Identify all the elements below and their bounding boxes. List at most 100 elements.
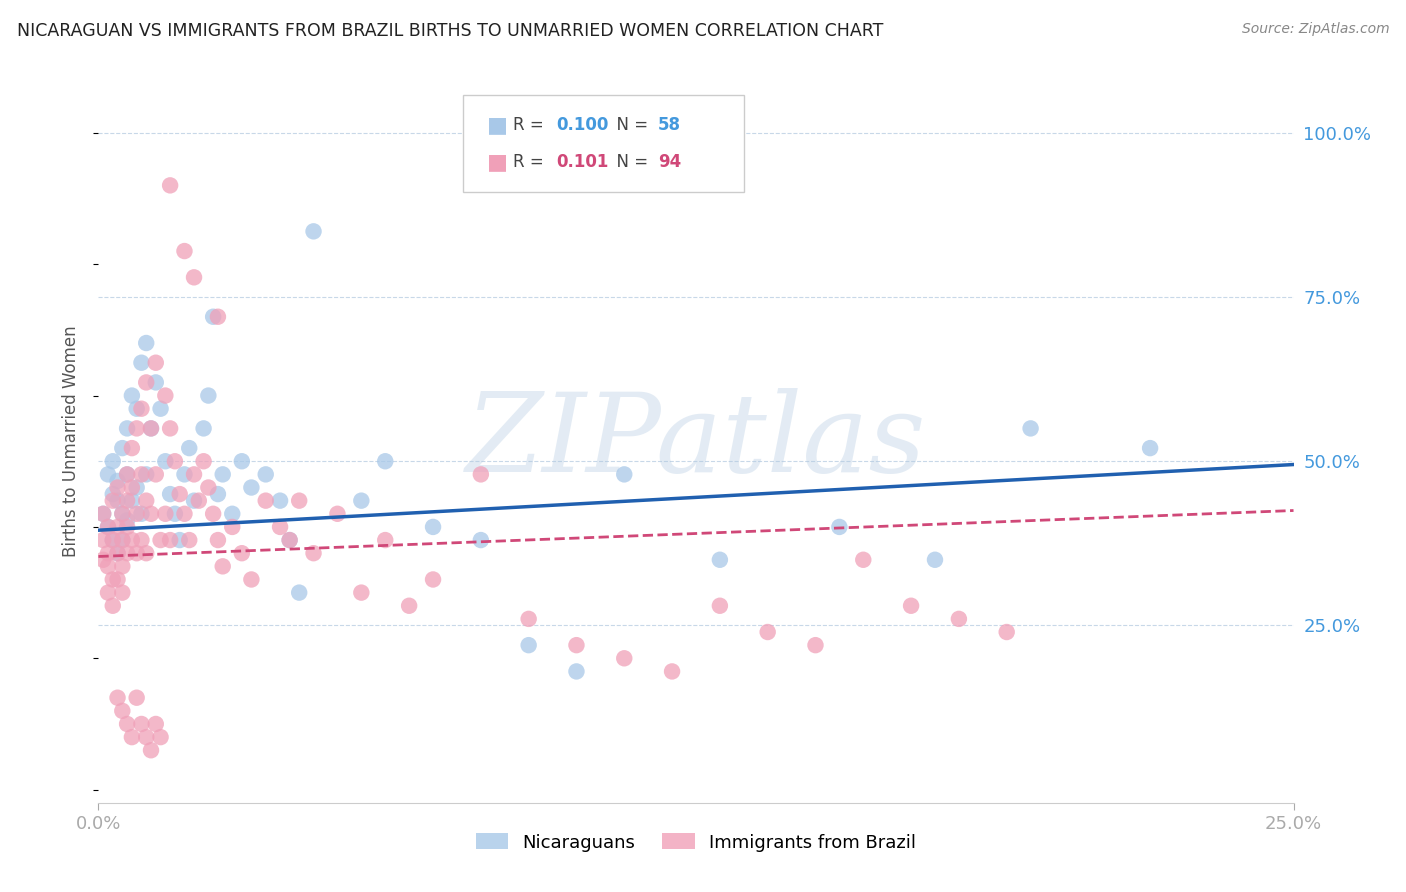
Point <box>111 507 134 521</box>
Point <box>125 421 148 435</box>
Point <box>155 507 177 521</box>
Point <box>107 546 129 560</box>
Point <box>278 533 301 547</box>
Point <box>288 493 311 508</box>
Point <box>207 533 229 547</box>
Point <box>97 467 120 482</box>
Point <box>107 474 129 488</box>
Point <box>202 507 225 521</box>
Point <box>97 585 120 599</box>
Point <box>179 533 201 547</box>
Text: N =: N = <box>606 153 654 171</box>
Point <box>211 559 233 574</box>
Point <box>159 421 181 435</box>
Point <box>193 454 215 468</box>
FancyBboxPatch shape <box>463 95 744 193</box>
Point <box>211 467 233 482</box>
Point <box>183 270 205 285</box>
Point <box>470 533 492 547</box>
Point <box>278 533 301 547</box>
Point <box>135 336 157 351</box>
Point <box>107 481 129 495</box>
Point <box>187 493 209 508</box>
Text: ■: ■ <box>486 152 508 172</box>
Text: 58: 58 <box>658 116 681 134</box>
Point <box>350 493 373 508</box>
Point <box>121 441 143 455</box>
Point <box>149 401 172 416</box>
Point <box>111 559 134 574</box>
Point <box>159 178 181 193</box>
Point <box>135 493 157 508</box>
Point <box>231 454 253 468</box>
Point <box>107 690 129 705</box>
Point <box>207 487 229 501</box>
Point <box>115 717 138 731</box>
Y-axis label: Births to Unmarried Women: Births to Unmarried Women <box>62 326 80 558</box>
Point <box>422 520 444 534</box>
Point <box>163 507 186 521</box>
Point <box>169 487 191 501</box>
Point <box>101 454 124 468</box>
Point <box>565 665 588 679</box>
Point <box>115 421 138 435</box>
Legend: Nicaraguans, Immigrants from Brazil: Nicaraguans, Immigrants from Brazil <box>468 826 924 859</box>
Point <box>121 493 143 508</box>
Point <box>139 421 162 435</box>
Point <box>613 651 636 665</box>
Point <box>565 638 588 652</box>
Point <box>221 520 243 534</box>
Point <box>193 421 215 435</box>
Point <box>145 376 167 390</box>
Point <box>149 533 172 547</box>
Point <box>101 573 124 587</box>
Point <box>995 625 1018 640</box>
Point <box>135 376 157 390</box>
Point <box>107 493 129 508</box>
Point <box>91 533 114 547</box>
Point <box>661 665 683 679</box>
Point <box>422 573 444 587</box>
Text: Source: ZipAtlas.com: Source: ZipAtlas.com <box>1241 22 1389 37</box>
Point <box>398 599 420 613</box>
Point <box>115 467 138 482</box>
Point <box>131 507 153 521</box>
Point <box>97 520 120 534</box>
Point <box>101 493 124 508</box>
Point <box>101 533 124 547</box>
Point <box>101 533 124 547</box>
Point <box>852 553 875 567</box>
Point <box>111 507 134 521</box>
Point <box>173 244 195 258</box>
Point <box>107 573 129 587</box>
Point <box>131 533 153 547</box>
Point <box>135 467 157 482</box>
Point <box>111 441 134 455</box>
Point <box>288 585 311 599</box>
Point <box>240 573 263 587</box>
Point <box>517 638 540 652</box>
Point <box>111 585 134 599</box>
Point <box>197 388 219 402</box>
Point <box>135 730 157 744</box>
Point <box>709 599 731 613</box>
Point <box>169 533 191 547</box>
Point <box>924 553 946 567</box>
Point <box>240 481 263 495</box>
Point <box>197 481 219 495</box>
Point <box>756 625 779 640</box>
Point <box>139 507 162 521</box>
Point <box>221 507 243 521</box>
Point <box>131 467 153 482</box>
Point <box>374 533 396 547</box>
Point <box>121 730 143 744</box>
Point <box>183 467 205 482</box>
Point <box>139 421 162 435</box>
Point <box>111 533 134 547</box>
Point <box>125 690 148 705</box>
Point <box>91 507 114 521</box>
Point <box>101 487 124 501</box>
Point <box>131 717 153 731</box>
Point <box>159 487 181 501</box>
Point <box>828 520 851 534</box>
